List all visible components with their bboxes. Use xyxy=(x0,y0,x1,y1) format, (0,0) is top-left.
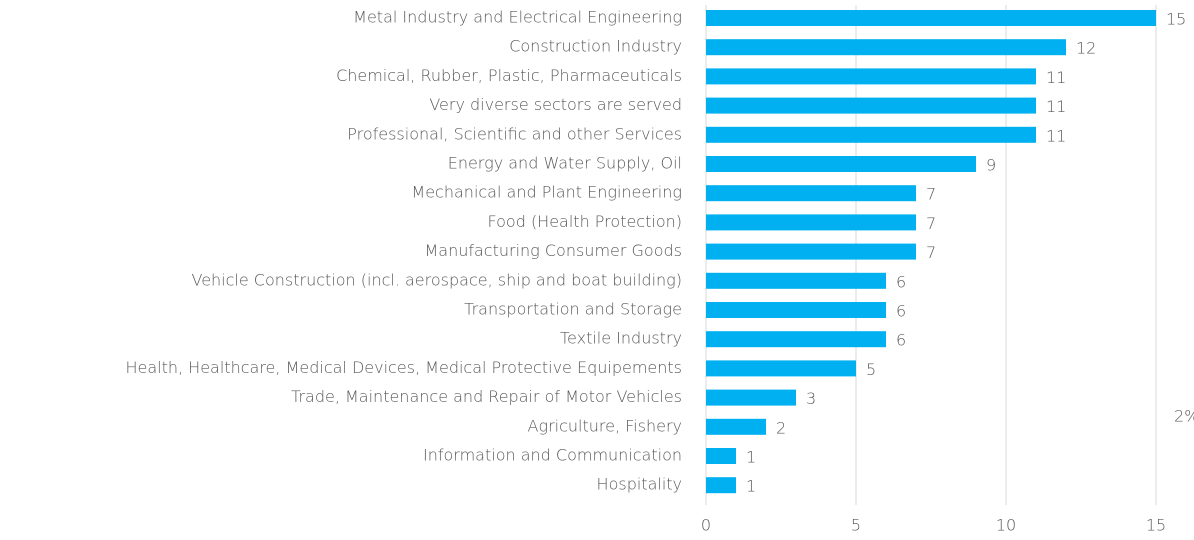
y-tick-label: Mechanical and Plant Engineering xyxy=(411,183,682,202)
y-tick-label: Hospitality xyxy=(597,475,682,494)
data-label: 1 xyxy=(746,448,756,467)
y-tick-label: Agriculture, Fishery xyxy=(528,416,682,435)
data-label: 12 xyxy=(1076,39,1096,58)
x-tick-label: 15 xyxy=(1146,516,1166,535)
bar xyxy=(706,389,796,406)
bar xyxy=(706,185,916,202)
y-tick-label: Professional, Scientific and other Servi… xyxy=(347,124,682,143)
y-tick-label: Chemical, Rubber, Plastic, Pharmaceutica… xyxy=(336,66,682,85)
y-tick-label: Textile Industry xyxy=(560,329,682,348)
y-tick-label: Food (Health Protection) xyxy=(487,212,682,231)
y-tick-label: Information and Communication xyxy=(423,446,682,465)
bar xyxy=(706,126,1036,143)
bar xyxy=(706,448,736,464)
data-label: 1 xyxy=(746,477,756,496)
x-tick-label: 10 xyxy=(996,516,1016,535)
y-tick-label: Very diverse sectors are served xyxy=(429,95,682,114)
y-tick-label: Transportation and Storage xyxy=(464,300,682,319)
y-tick-label: Construction Industry xyxy=(509,37,682,56)
bar xyxy=(706,243,916,260)
data-label: 5 xyxy=(866,360,876,379)
data-label: 11 xyxy=(1046,97,1066,116)
bar xyxy=(706,214,916,231)
bar xyxy=(706,10,1156,26)
bar xyxy=(706,477,736,494)
annotation: 2% xyxy=(1174,407,1194,426)
data-label: 7 xyxy=(926,243,936,262)
data-label: 7 xyxy=(926,214,936,233)
data-label: 15 xyxy=(1166,10,1186,29)
data-label: 9 xyxy=(986,156,996,175)
data-label: 6 xyxy=(896,272,906,291)
bar xyxy=(706,39,1066,56)
y-tick-label: Trade, Maintenance and Repair of Motor V… xyxy=(291,387,682,406)
data-label: 2 xyxy=(776,418,786,437)
bar xyxy=(706,156,976,172)
data-label: 7 xyxy=(926,185,936,204)
y-tick-label: Metal Industry and Electrical Engineerin… xyxy=(353,8,682,27)
data-label: 6 xyxy=(896,302,906,321)
x-tick-label: 5 xyxy=(851,516,861,535)
bar xyxy=(706,360,856,377)
y-tick-label: Health, Healthcare, Medical Devices, Med… xyxy=(125,358,682,377)
bar xyxy=(706,97,1036,114)
bar xyxy=(706,331,886,348)
data-label: 11 xyxy=(1046,126,1066,145)
bar xyxy=(706,418,766,435)
data-label: 11 xyxy=(1046,68,1066,87)
y-tick-label: Manufacturing Consumer Goods xyxy=(424,241,682,260)
data-label: 6 xyxy=(896,331,906,350)
y-tick-label: Vehicle Construction (incl. aerospace, s… xyxy=(191,270,682,289)
data-label: 3 xyxy=(806,389,816,408)
bar xyxy=(706,68,1036,85)
y-tick-label: Energy and Water Supply, Oil xyxy=(448,154,682,173)
x-tick-label: 0 xyxy=(701,516,711,535)
bar xyxy=(706,272,886,289)
bar xyxy=(706,302,886,318)
